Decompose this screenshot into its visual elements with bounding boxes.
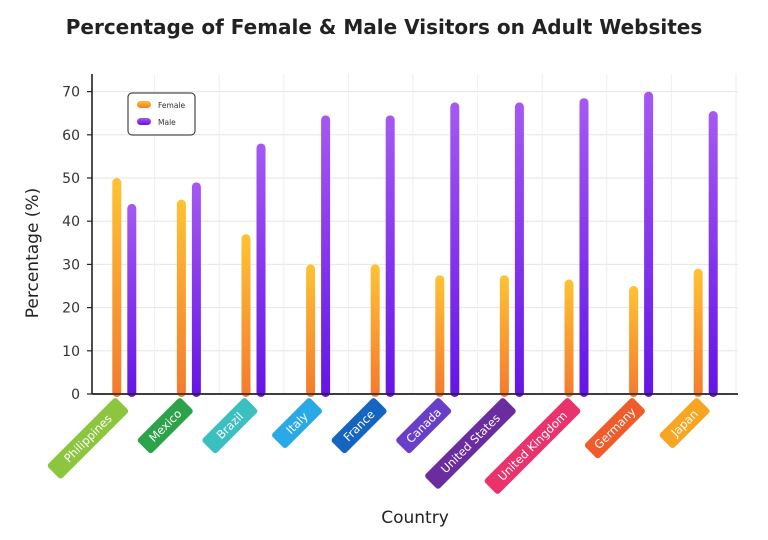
legend: Female Male [127,92,196,136]
category-tag: Philippines [47,398,129,479]
bar-female [693,268,703,397]
bar-male [708,111,718,397]
category-tag-bg [659,398,710,449]
category-tag-bg [137,398,193,454]
y-tick-label: 10 [62,344,80,360]
y-tick-label: 50 [62,171,80,187]
x-axis-label: Country [381,508,449,528]
legend-male-label: Male [158,118,176,127]
category-tag-bg [484,398,581,494]
legend-female-swatch [137,101,151,108]
y-tick-label: 20 [62,301,80,317]
category-tag-bg [202,398,258,454]
legend-box [127,92,196,136]
chart-title: Percentage of Female & Male Visitors on … [66,15,703,39]
category-tag-bg [396,398,452,454]
category-tag: Brazil [202,398,258,454]
bar-female [564,279,574,397]
y-axis-label: Percentage (%) [23,188,43,318]
bar-male [644,91,654,397]
category-tag: Canada [396,398,452,454]
category-tag: Italy [272,398,322,449]
bar-male [256,143,266,397]
category-tag: Japan [659,398,710,449]
category-tag-bg [584,398,645,459]
legend-female-label: Female [158,101,186,110]
bars [92,91,738,398]
category-tag: Germany [584,398,645,459]
bar-male [450,102,460,398]
y-tick-label: 0 [71,387,80,403]
category-tag-bg [272,398,322,449]
y-tick-label: 30 [62,257,80,273]
category-label: Philippines [61,412,115,466]
bar-female [370,264,380,397]
bar-male [579,98,589,397]
bar-male [191,182,201,397]
y-tick-label: 60 [62,128,80,144]
category-tag-bg [47,398,129,479]
category-tag: Mexico [137,398,193,454]
bar-female [306,264,316,397]
x-axis-categories: Philippines Mexico Brazil Italy France Canada… [47,398,710,494]
bar-female [499,275,509,397]
bar-male [514,102,524,398]
legend-male-swatch [137,118,151,125]
bar-female [112,178,122,397]
category-tag-bg [331,398,387,454]
bar-female [241,234,251,397]
bar-male [321,115,331,398]
category-label: Canada [403,405,444,446]
category-label: Germany [591,404,638,451]
y-axis-ticks: 0 10 20 30 40 50 60 70 [62,85,92,403]
bar-female [629,286,639,397]
y-tick-label: 40 [62,214,80,230]
category-tag-bg [425,398,516,489]
category-tag: France [331,398,387,454]
bar-male [385,115,395,398]
bar-female [435,275,445,397]
y-tick-label: 70 [62,85,80,101]
bar-male [127,203,137,397]
category-label: United States [438,411,503,476]
bar-female [176,199,186,397]
